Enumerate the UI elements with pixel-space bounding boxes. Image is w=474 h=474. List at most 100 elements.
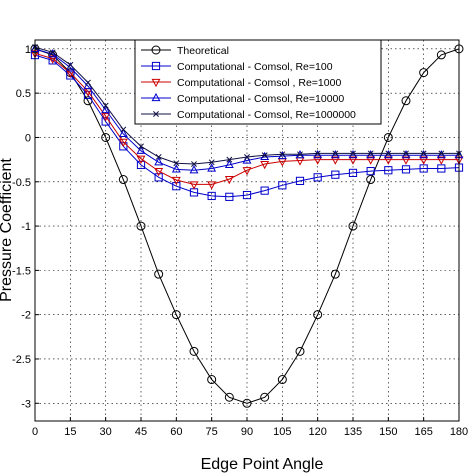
data-point — [279, 151, 286, 158]
ticks: 0 15 30 45 60 75 90 105 120 135 150 165 180 1 0.5 0 -0.5… — [12, 44, 468, 438]
data-point — [224, 176, 234, 185]
data-point — [330, 150, 340, 159]
data-point — [348, 150, 358, 159]
data-point — [242, 398, 252, 408]
series-line — [34, 48, 460, 404]
x-axis-label: Edge Point Angle — [201, 456, 324, 473]
data-point — [436, 156, 446, 165]
data-point — [101, 113, 111, 122]
data-point — [260, 151, 270, 161]
data-point — [313, 173, 322, 182]
y-tick-label: -2.5 — [12, 354, 31, 366]
data-point — [261, 152, 268, 159]
data-point — [207, 375, 217, 385]
data-point — [314, 150, 321, 157]
y-tick-label: -1.5 — [12, 265, 31, 277]
data-point — [154, 168, 164, 177]
series-3 — [30, 50, 464, 190]
y-tick-label: 0 — [25, 132, 31, 144]
data-point — [277, 375, 287, 385]
data-point — [191, 161, 197, 168]
legend-entry: Computational - Comsol, Re=10000 — [141, 92, 344, 105]
legend-marker — [151, 92, 161, 102]
data-point — [260, 392, 270, 402]
series-1 — [30, 44, 464, 408]
series-line — [34, 48, 459, 171]
data-point — [244, 154, 250, 160]
data-point — [367, 150, 374, 157]
legend-marker — [153, 111, 159, 117]
x-tick-label: 30 — [100, 426, 112, 438]
data-point — [350, 150, 356, 157]
data-point — [154, 157, 164, 166]
data-point — [189, 165, 199, 174]
legend-box — [134, 39, 382, 125]
data-point — [208, 159, 215, 166]
y-tick-label: -3 — [21, 398, 31, 410]
legend-entry: Computational - Comsol, Re=100 — [141, 61, 333, 73]
data-point — [313, 310, 323, 320]
data-point — [383, 150, 393, 159]
data-point — [419, 150, 429, 159]
data-point — [119, 142, 128, 151]
data-point — [348, 221, 358, 231]
data-point — [118, 128, 128, 138]
legend-entry: Computational - Comsol , Re=1000 — [141, 77, 341, 89]
x-tick-label: 135 — [344, 426, 362, 438]
x-tick-label: 180 — [450, 426, 468, 438]
x-tick-label: 60 — [170, 426, 182, 438]
data-point — [277, 150, 287, 160]
legend: Theoretical Computational - Comsol, Re=10… — [134, 39, 382, 125]
data-point — [136, 145, 146, 154]
data-point — [189, 346, 199, 356]
y-axis-label: Pressure Coefficient — [0, 158, 15, 302]
x-tick-label: 75 — [206, 426, 218, 438]
y-tick-label: 1 — [25, 44, 31, 56]
data-point — [366, 150, 376, 159]
data-point — [401, 150, 411, 159]
data-point — [401, 165, 411, 174]
x-tick-label: 120 — [308, 426, 326, 438]
legend-label: Theoretical — [177, 45, 229, 57]
y-tick-label: 0.5 — [16, 88, 31, 100]
data-point — [171, 164, 181, 173]
data-point — [118, 138, 128, 148]
data-point — [348, 168, 358, 178]
data-point — [313, 150, 323, 159]
data-point — [225, 192, 234, 201]
series-line — [34, 52, 459, 185]
x-tick-label: 105 — [273, 426, 291, 438]
data-point — [438, 150, 445, 157]
data-point — [383, 156, 393, 165]
data-point — [118, 175, 128, 185]
data-point — [207, 181, 217, 190]
data-point — [136, 221, 146, 231]
data-point — [331, 170, 340, 179]
data-point — [420, 150, 427, 157]
data-point — [207, 163, 217, 172]
data-point — [154, 173, 163, 182]
data-point — [101, 132, 111, 142]
data-point — [102, 102, 109, 109]
data-point — [436, 150, 446, 159]
data-point — [155, 154, 162, 160]
data-point — [173, 160, 180, 167]
y-tick-label: -2 — [21, 310, 31, 322]
data-point — [366, 167, 375, 176]
data-point — [419, 156, 429, 165]
legend-marker — [151, 61, 161, 71]
data-point — [385, 150, 392, 157]
x-tick-label: 150 — [379, 426, 397, 438]
data-point — [383, 132, 393, 142]
data-point — [436, 50, 446, 60]
data-point — [49, 49, 56, 56]
data-point — [366, 156, 376, 165]
legend-marker — [151, 45, 161, 55]
series-2 — [30, 50, 464, 201]
data-point — [297, 151, 303, 158]
data-point — [332, 150, 339, 157]
data-point — [138, 143, 144, 150]
data-point — [172, 182, 181, 191]
data-point — [419, 164, 428, 173]
data-point — [48, 55, 58, 64]
